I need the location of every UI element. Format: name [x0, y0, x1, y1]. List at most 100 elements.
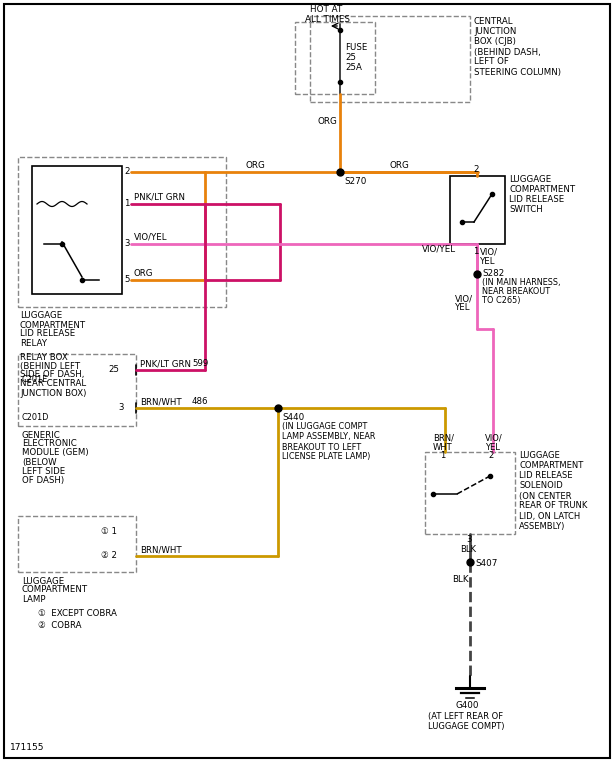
Text: 3: 3	[466, 536, 472, 545]
Text: C201D: C201D	[22, 412, 49, 421]
Text: HOT AT: HOT AT	[310, 5, 343, 14]
Bar	[425, 452, 515, 534]
Text: LAMP ASSEMBLY, NEAR: LAMP ASSEMBLY, NEAR	[282, 433, 375, 441]
Text: RELAY BOX: RELAY BOX	[20, 353, 68, 361]
Text: C201E: C201E	[22, 374, 49, 383]
Text: 1: 1	[473, 248, 478, 257]
Text: ORG: ORG	[390, 162, 410, 171]
Text: 3: 3	[118, 404, 123, 412]
Text: VIO/: VIO/	[485, 434, 503, 443]
Text: LICENSE PLATE LAMP): LICENSE PLATE LAMP)	[282, 453, 370, 462]
Text: ORG: ORG	[318, 117, 338, 126]
Text: 2: 2	[473, 165, 478, 174]
Text: (ON CENTER: (ON CENTER	[519, 491, 572, 501]
Text: ② 2: ② 2	[101, 552, 117, 561]
Text: SIDE OF DASH,: SIDE OF DASH,	[20, 370, 84, 379]
Text: LEFT SIDE: LEFT SIDE	[22, 466, 65, 475]
Text: SWITCH: SWITCH	[509, 206, 543, 214]
Text: S270: S270	[344, 177, 367, 185]
Bar	[32, 166, 122, 294]
Text: LUGGAGE: LUGGAGE	[20, 312, 62, 321]
Text: LUGGAGE: LUGGAGE	[509, 175, 551, 184]
Text: COMPARTMENT: COMPARTMENT	[509, 185, 575, 194]
Text: G400: G400	[456, 702, 480, 710]
Text: VIO/: VIO/	[455, 294, 473, 303]
Text: (IN MAIN HARNESS,: (IN MAIN HARNESS,	[482, 278, 561, 287]
Text: BRN/WHT: BRN/WHT	[140, 398, 182, 406]
Text: SOLENOID: SOLENOID	[519, 482, 563, 491]
Text: 599: 599	[192, 360, 208, 369]
Text: 2: 2	[124, 168, 130, 177]
Text: LUGGAGE COMPT): LUGGAGE COMPT)	[428, 722, 505, 731]
Text: ASSEMBLY): ASSEMBLY)	[519, 521, 565, 530]
Text: LID RELEASE: LID RELEASE	[509, 196, 564, 204]
Text: (BEHIND LEFT: (BEHIND LEFT	[20, 361, 80, 370]
Text: 3: 3	[124, 239, 130, 248]
Text: WHT: WHT	[433, 443, 453, 452]
Text: ALL TIMES: ALL TIMES	[305, 14, 350, 24]
Text: LID, ON LATCH: LID, ON LATCH	[519, 511, 580, 520]
Text: ORG: ORG	[245, 162, 265, 171]
Text: BLK: BLK	[460, 545, 476, 553]
Text: (IN LUGGAGE COMPT: (IN LUGGAGE COMPT	[282, 422, 367, 431]
Text: LID RELEASE: LID RELEASE	[519, 472, 572, 481]
Text: YEL: YEL	[480, 257, 495, 265]
Text: ②  COBRA: ② COBRA	[38, 622, 82, 630]
Text: LID RELEASE: LID RELEASE	[20, 329, 76, 338]
Bar	[310, 16, 470, 102]
Text: YEL: YEL	[485, 443, 500, 452]
Text: S440: S440	[282, 412, 305, 421]
Text: PNK/LT GRN: PNK/LT GRN	[134, 193, 185, 201]
Text: COMPARTMENT: COMPARTMENT	[519, 462, 583, 470]
Bar	[18, 157, 226, 307]
Text: JUNCTION BOX): JUNCTION BOX)	[20, 389, 87, 398]
Text: STEERING COLUMN): STEERING COLUMN)	[474, 68, 561, 76]
Text: 25: 25	[108, 366, 119, 374]
Text: ① 1: ① 1	[101, 527, 117, 536]
Text: RELAY: RELAY	[20, 338, 47, 347]
Text: NEAR BREAKOUT: NEAR BREAKOUT	[482, 287, 550, 296]
Text: (AT LEFT REAR OF: (AT LEFT REAR OF	[428, 712, 503, 721]
Text: 2: 2	[488, 452, 493, 460]
Text: 1: 1	[124, 200, 130, 209]
Text: BRN/: BRN/	[433, 434, 454, 443]
Text: YEL: YEL	[455, 303, 470, 312]
Text: 25: 25	[345, 53, 356, 62]
Text: ORG: ORG	[134, 268, 154, 277]
Text: JUNCTION: JUNCTION	[474, 27, 516, 37]
Text: ①  EXCEPT COBRA: ① EXCEPT COBRA	[38, 610, 117, 619]
Text: S407: S407	[475, 559, 497, 568]
Text: VIO/: VIO/	[480, 248, 498, 257]
Text: ELECTRONIC: ELECTRONIC	[22, 440, 77, 449]
Text: BRN/WHT: BRN/WHT	[140, 546, 182, 555]
Text: LUGGAGE: LUGGAGE	[519, 452, 560, 460]
Text: NEAR CENTRAL: NEAR CENTRAL	[20, 379, 86, 389]
Text: OF DASH): OF DASH)	[22, 475, 64, 485]
Text: FUSE: FUSE	[345, 43, 367, 53]
Text: LUGGAGE: LUGGAGE	[22, 577, 64, 585]
Text: BLK: BLK	[452, 575, 468, 584]
Text: VIO/YEL: VIO/YEL	[422, 245, 456, 254]
Bar	[18, 354, 136, 426]
Text: 5: 5	[124, 276, 130, 284]
Text: COMPARTMENT: COMPARTMENT	[22, 585, 88, 594]
Text: S282: S282	[482, 268, 504, 277]
Text: COMPARTMENT: COMPARTMENT	[20, 321, 86, 329]
Bar	[450, 176, 505, 244]
Text: (BEHIND DASH,: (BEHIND DASH,	[474, 47, 541, 56]
Text: LAMP: LAMP	[22, 594, 45, 604]
Text: TO C265): TO C265)	[482, 296, 521, 306]
Text: LEFT OF: LEFT OF	[474, 57, 509, 66]
Text: 486: 486	[192, 398, 209, 406]
Text: VIO/YEL: VIO/YEL	[134, 232, 168, 242]
Text: MODULE (GEM): MODULE (GEM)	[22, 449, 88, 457]
Text: (BELOW: (BELOW	[22, 457, 56, 466]
Bar	[18, 516, 136, 572]
Text: CENTRAL: CENTRAL	[474, 18, 513, 27]
Text: 1: 1	[440, 452, 445, 460]
Text: 171155: 171155	[10, 744, 44, 753]
Text: BOX (CJB): BOX (CJB)	[474, 37, 516, 46]
Text: BREAKOUT TO LEFT: BREAKOUT TO LEFT	[282, 443, 361, 452]
Bar	[295, 22, 375, 94]
Text: GENERIC: GENERIC	[22, 431, 61, 440]
